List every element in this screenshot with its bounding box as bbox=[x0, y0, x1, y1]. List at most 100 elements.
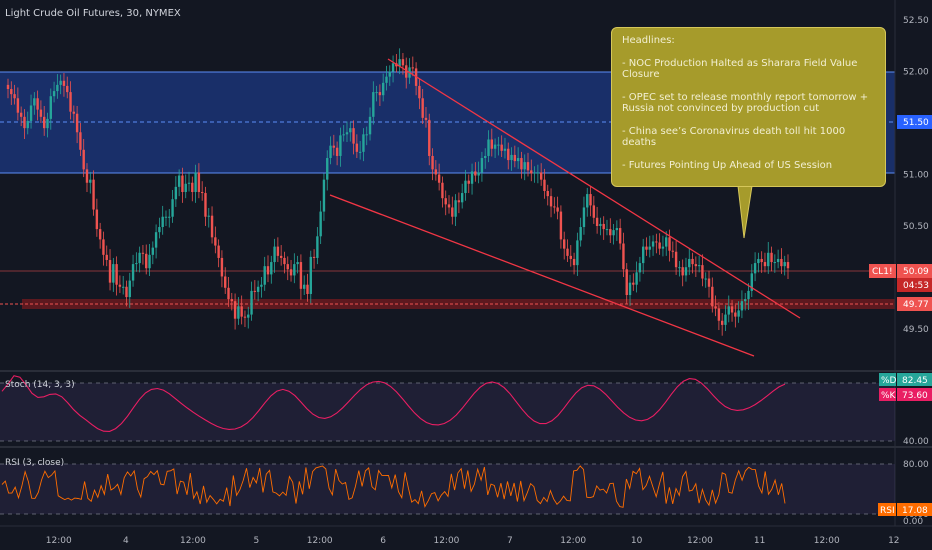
price-tick-label: 52.50 bbox=[903, 16, 929, 26]
price-tick-label: 49.50 bbox=[903, 325, 929, 335]
rsi-tick-label: 0.00 bbox=[903, 517, 923, 527]
candle-body bbox=[303, 284, 306, 289]
candle-body bbox=[138, 252, 141, 264]
candle-body bbox=[243, 316, 247, 318]
candle-body bbox=[678, 267, 681, 269]
candle-body bbox=[635, 272, 638, 285]
candle-body bbox=[474, 171, 477, 176]
candle-body bbox=[490, 139, 493, 149]
candle-body bbox=[612, 230, 615, 236]
candle-body bbox=[744, 299, 747, 302]
candle-body bbox=[187, 182, 191, 184]
stoch-d-value: 82.45 bbox=[902, 376, 928, 386]
candle-body bbox=[49, 96, 52, 119]
candle-body bbox=[312, 256, 316, 258]
candle-body bbox=[309, 256, 312, 294]
candle-body bbox=[329, 145, 332, 159]
candle-body bbox=[618, 228, 622, 244]
candle-body bbox=[352, 128, 355, 144]
candle-body bbox=[200, 192, 204, 194]
candle-body bbox=[536, 172, 540, 174]
candle-body bbox=[444, 198, 447, 205]
candle-body bbox=[576, 240, 579, 266]
headline-item: - Futures Pointing Up Ahead of US Sessio… bbox=[622, 159, 833, 171]
candle-body bbox=[592, 205, 596, 218]
candle-body bbox=[121, 286, 125, 288]
candle-body bbox=[681, 267, 684, 276]
candle-body bbox=[276, 246, 280, 256]
candle-body bbox=[141, 252, 145, 254]
candle-body bbox=[760, 258, 763, 263]
candle-body bbox=[273, 246, 276, 263]
stoch-pane[interactable] bbox=[0, 375, 895, 442]
candle-body bbox=[339, 135, 342, 156]
candle-body bbox=[418, 85, 421, 99]
candle-body bbox=[220, 257, 224, 277]
candle-body bbox=[23, 116, 26, 129]
candle-body bbox=[224, 276, 227, 288]
candle-body bbox=[332, 145, 336, 148]
candle-body bbox=[523, 162, 526, 170]
candle-body bbox=[665, 237, 668, 247]
candle-body bbox=[503, 148, 507, 151]
candle-body bbox=[112, 264, 115, 283]
candle-body bbox=[615, 228, 619, 231]
candle-body bbox=[197, 172, 201, 193]
candle-body bbox=[684, 267, 688, 276]
candle-body bbox=[457, 200, 461, 203]
candle-body bbox=[579, 227, 582, 241]
candle-body bbox=[372, 92, 375, 117]
candle-body bbox=[763, 262, 767, 267]
candle-body bbox=[279, 255, 283, 258]
candle-body bbox=[161, 216, 164, 228]
candle-body bbox=[135, 263, 138, 265]
candle-body bbox=[786, 262, 790, 269]
candle-body bbox=[701, 265, 704, 279]
candle-body bbox=[582, 207, 586, 228]
candle-body bbox=[572, 258, 576, 266]
symbol-badge: CL1! bbox=[872, 267, 893, 277]
candle-body bbox=[454, 200, 457, 217]
candle-body bbox=[434, 169, 438, 175]
candle-body bbox=[750, 273, 753, 291]
candle-body bbox=[441, 182, 444, 199]
candle-body bbox=[451, 207, 454, 217]
candle-body bbox=[391, 63, 395, 72]
countdown-badge: 04:53 bbox=[903, 281, 929, 291]
candle-body bbox=[237, 306, 240, 319]
candle-body bbox=[539, 172, 543, 180]
candle-body bbox=[299, 262, 303, 289]
candle-body bbox=[207, 215, 210, 217]
time-tick-label: 5 bbox=[253, 536, 259, 546]
candle-body bbox=[691, 258, 694, 265]
candle-body bbox=[230, 299, 233, 302]
candle-body bbox=[115, 264, 118, 285]
candle-body bbox=[586, 194, 589, 208]
candle-body bbox=[72, 111, 76, 114]
candle-body bbox=[549, 196, 553, 207]
time-tick-label: 6 bbox=[380, 536, 386, 546]
candle-body bbox=[428, 119, 431, 156]
candle-body bbox=[289, 269, 293, 276]
time-tick-label: 12:00 bbox=[687, 536, 713, 546]
candle-body bbox=[714, 306, 717, 309]
candle-body bbox=[105, 254, 108, 260]
candle-body bbox=[365, 134, 368, 136]
candle-body bbox=[641, 246, 645, 264]
candle-body bbox=[543, 179, 546, 191]
candle-body bbox=[655, 241, 658, 243]
candle-body bbox=[648, 246, 651, 250]
time-axis[interactable]: 12:00 4 12:00 5 12:00 6 12:00 7 12:00 10 12:00 11 12… bbox=[46, 536, 900, 546]
rsi-line bbox=[1, 465, 786, 508]
candle-body bbox=[174, 186, 178, 200]
candle-body bbox=[260, 284, 263, 287]
rsi-pane[interactable] bbox=[0, 463, 895, 515]
candle-body bbox=[177, 175, 181, 187]
support-zone bbox=[22, 299, 895, 309]
candle-body bbox=[131, 264, 135, 281]
candle-body bbox=[217, 245, 220, 258]
rsi-pane-label: RSI (3, close) bbox=[5, 458, 65, 468]
candle-body bbox=[345, 132, 349, 135]
candle-body bbox=[622, 243, 625, 270]
candle-body bbox=[727, 306, 730, 315]
